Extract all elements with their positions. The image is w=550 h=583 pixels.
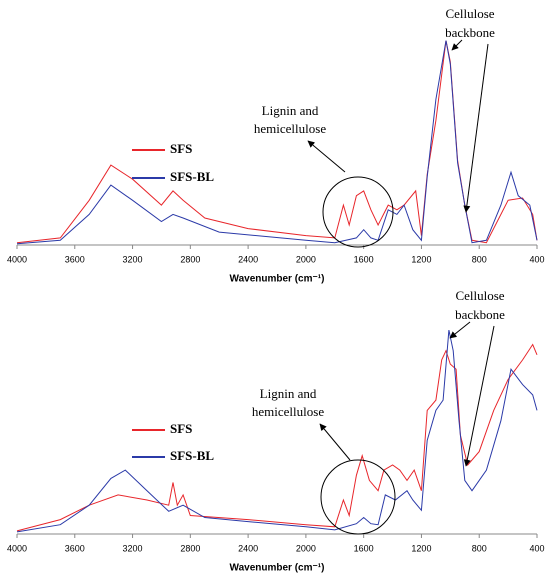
spectrum-line: [16, 343, 538, 532]
x-tick-label: 400: [529, 543, 544, 553]
x-tick-label: 800: [472, 254, 487, 264]
legend-label: SFS: [170, 141, 192, 156]
x-tick-label: 4000: [7, 543, 27, 553]
annotation: Cellulose: [455, 288, 504, 303]
spectrum-line: [16, 40, 538, 245]
annotation: hemicellulose: [252, 404, 324, 419]
x-tick-label: 3600: [65, 543, 85, 553]
x-tick-label: 2800: [180, 543, 200, 553]
x-tick-label: 1600: [354, 254, 374, 264]
x-tick-label: 2000: [296, 543, 316, 553]
x-tick-label: 400: [529, 254, 544, 264]
x-tick-label: 2800: [180, 254, 200, 264]
x-tick-label: 2400: [238, 254, 258, 264]
highlight-circle: [322, 176, 394, 248]
x-axis-label: Wavenumber (cm⁻¹): [230, 274, 325, 285]
x-tick-label: 4000: [7, 254, 27, 264]
x-tick-label: 1600: [354, 543, 374, 553]
annotation: backbone: [455, 307, 505, 322]
x-tick-label: 800: [472, 543, 487, 553]
annotation-arrow: [307, 140, 346, 173]
x-tick-label: 2000: [296, 254, 316, 264]
legend-label: SFS: [170, 421, 192, 436]
annotation: backbone: [445, 25, 495, 40]
legend-label: SFS-BL: [170, 448, 214, 463]
annotation: hemicellulose: [254, 121, 326, 136]
x-tick-label: 3200: [123, 543, 143, 553]
spectrum-line: [16, 40, 538, 244]
annotation-arrow: [449, 321, 471, 339]
x-axis-label: Wavenumber (cm⁻¹): [230, 563, 325, 574]
annotation-arrow: [319, 423, 351, 461]
legend-label: SFS-BL: [170, 169, 214, 184]
x-tick-label: 3600: [65, 254, 85, 264]
x-tick-label: 1200: [411, 254, 431, 264]
annotation-arrow: [463, 43, 489, 213]
annotation: Cellulose: [445, 6, 494, 21]
highlight-circle: [320, 459, 396, 535]
x-tick-label: 1200: [411, 543, 431, 553]
x-tick-label: 2400: [238, 543, 258, 553]
annotation: Lignin and: [260, 386, 317, 401]
annotation-arrow: [463, 325, 495, 467]
spectrum-line: [16, 329, 538, 533]
annotation-arrow: [451, 39, 463, 51]
annotation: Lignin and: [262, 103, 319, 118]
x-tick-label: 3200: [123, 254, 143, 264]
